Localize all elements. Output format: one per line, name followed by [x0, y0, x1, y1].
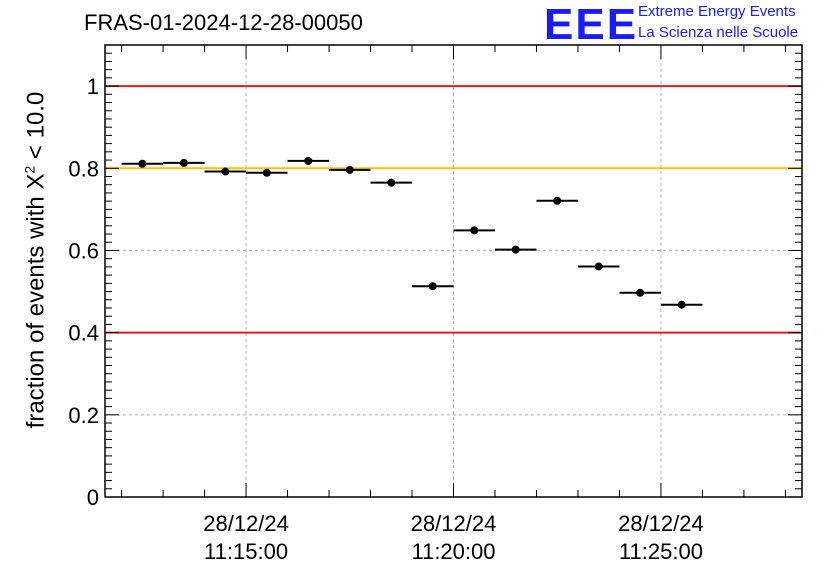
data-point	[636, 288, 645, 297]
y-tick-label: 1	[87, 74, 99, 99]
y-tick-label: 0.6	[68, 238, 99, 263]
data-point	[179, 158, 188, 167]
y-axis-label-sup: 2	[21, 165, 38, 174]
x-tick-label-time: 11:20:00	[411, 539, 495, 564]
data-point	[262, 168, 271, 177]
y-axis-label: fraction of events with X2 < 10.0	[22, 92, 51, 429]
data-point	[553, 196, 562, 205]
data-point	[304, 156, 313, 165]
data-point	[221, 167, 230, 176]
data-point	[345, 165, 354, 174]
y-axis-label-suffix: < 10.0	[22, 91, 50, 166]
eee-logo: EEE	[544, 0, 639, 49]
logo-line-2: La Scienza nelle Scuole	[638, 24, 799, 41]
y-tick-label: 0.2	[68, 403, 99, 428]
data-point	[677, 300, 686, 309]
x-tick-label-date: 28/12/24	[411, 511, 497, 536]
data-point	[387, 178, 396, 187]
y-tick-label: 0	[87, 485, 99, 510]
chart-title: FRAS-01-2024-12-28-00050	[84, 10, 363, 35]
data-point	[138, 159, 147, 168]
y-axis-label-prefix: fraction of events with X	[22, 173, 50, 429]
x-tick-label-time: 11:15:00	[204, 539, 288, 564]
logo-line-1: Extreme Energy Events	[638, 3, 796, 20]
data-point	[470, 226, 479, 235]
data-point	[594, 262, 603, 271]
data-point	[428, 282, 437, 291]
y-tick-label: 0.8	[68, 156, 99, 181]
data-point	[511, 245, 520, 254]
y-tick-label: 0.4	[68, 321, 99, 346]
x-tick-label-date: 28/12/24	[203, 511, 289, 536]
x-tick-label-time: 11:25:00	[619, 539, 703, 564]
x-tick-label-date: 28/12/24	[618, 511, 704, 536]
